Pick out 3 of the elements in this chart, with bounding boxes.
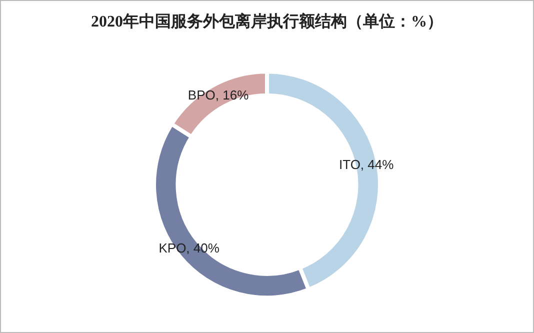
slice-label: ITO, 44%: [339, 157, 394, 172]
slice-label: BPO, 16%: [188, 88, 250, 103]
chart-title: 2020年中国服务外包离岸执行额结构（单位：%）: [91, 12, 443, 31]
